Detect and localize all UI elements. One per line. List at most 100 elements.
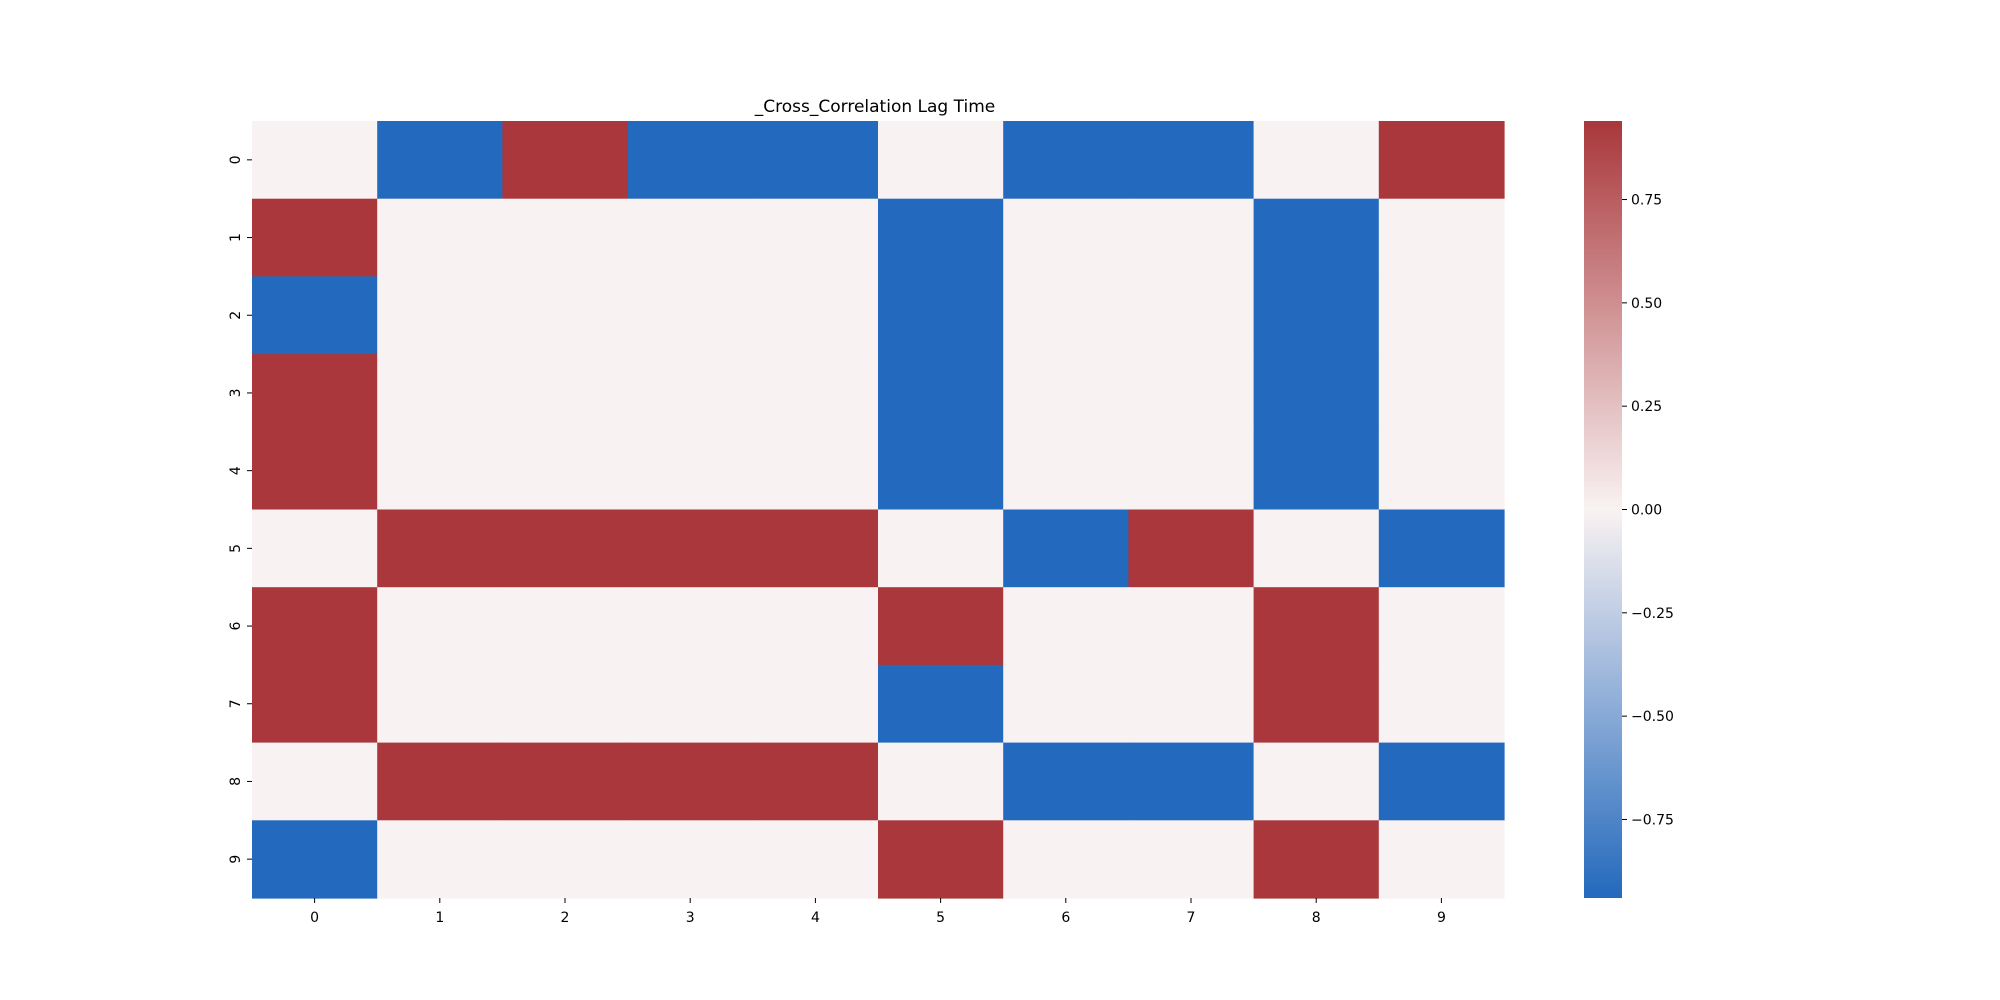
heatmap-cell-r7-c2 xyxy=(502,664,629,744)
heatmap-cell-r2-c4 xyxy=(752,276,879,355)
heatmap-cell-r0-c0 xyxy=(252,121,378,200)
heatmap-cell-r7-c9 xyxy=(1378,664,1505,744)
heatmap-cell-r4-c1 xyxy=(377,431,503,511)
heatmap-cell-r2-c0 xyxy=(252,276,378,355)
x-tick-label: 6 xyxy=(1061,910,1070,926)
heatmap-cell-r6-c4 xyxy=(752,587,879,666)
heatmap-cell-r1-c3 xyxy=(627,198,754,277)
colorbar-tick-label: 0.00 xyxy=(1631,503,1662,519)
heatmap-cell-r6-c9 xyxy=(1378,587,1505,666)
heatmap-cell-r0-c4 xyxy=(752,121,879,200)
heatmap-cell-r5-c6 xyxy=(1003,509,1129,588)
heatmap-cell-r9-c1 xyxy=(377,820,503,899)
y-tick-label: 1 xyxy=(228,233,244,242)
colorbar-ticks: −0.75 −0.50 −0.25 0.00 0.25 0.50 0.75 xyxy=(1622,193,1674,828)
heatmap-cell-r6-c7 xyxy=(1128,587,1255,666)
heatmap-cell-r9-c7 xyxy=(1128,820,1255,899)
heatmap-cell-r1-c7 xyxy=(1128,198,1255,277)
heatmap-cell-r5-c5 xyxy=(878,509,1004,588)
heatmap-cell-r1-c9 xyxy=(1378,198,1505,277)
heatmap-cell-r7-c8 xyxy=(1253,664,1380,744)
heatmap-cell-r4-c6 xyxy=(1003,431,1129,511)
heatmap-cell-r2-c9 xyxy=(1378,276,1505,355)
colorbar-tick-label: −0.25 xyxy=(1631,606,1674,622)
heatmap-cell-r2-c3 xyxy=(627,276,754,355)
heatmap-cell-r8-c1 xyxy=(377,742,503,821)
heatmap-cell-r3-c5 xyxy=(878,354,1004,433)
heatmap-cell-r9-c8 xyxy=(1253,820,1380,899)
heatmap-cell-r1-c0 xyxy=(252,198,378,277)
heatmap-cells xyxy=(252,121,1505,899)
heatmap-cell-r1-c1 xyxy=(377,198,503,277)
heatmap-cell-r9-c5 xyxy=(878,820,1004,899)
heatmap-cell-r5-c4 xyxy=(752,509,879,588)
heatmap-cell-r8-c7 xyxy=(1128,742,1255,821)
heatmap-cell-r0-c1 xyxy=(377,121,503,200)
heatmap-cell-r4-c7 xyxy=(1128,431,1255,511)
colorbar-tick-label: −0.75 xyxy=(1631,812,1674,828)
heatmap-cell-r7-c6 xyxy=(1003,664,1129,744)
heatmap-cell-r1-c6 xyxy=(1003,198,1129,277)
heatmap-cell-r1-c2 xyxy=(502,198,629,277)
heatmap-cell-r6-c5 xyxy=(878,587,1004,666)
y-tick-label: 9 xyxy=(228,855,244,864)
y-tick-label: 6 xyxy=(228,622,244,631)
heatmap-cell-r9-c6 xyxy=(1003,820,1129,899)
heatmap-cell-r7-c5 xyxy=(878,664,1004,744)
x-tick-label: 9 xyxy=(1437,910,1446,926)
heatmap-cell-r2-c7 xyxy=(1128,276,1255,355)
heatmap-cell-r4-c5 xyxy=(878,431,1004,511)
heatmap-cell-r0-c7 xyxy=(1128,121,1255,200)
heatmap-cell-r7-c1 xyxy=(377,664,503,744)
heatmap-cell-r4-c4 xyxy=(752,431,879,511)
heatmap-cell-r3-c6 xyxy=(1003,354,1129,433)
y-axis-ticks: 0 1 2 3 4 5 6 7 8 9 xyxy=(228,155,252,864)
heatmap-cell-r3-c9 xyxy=(1378,354,1505,433)
heatmap-cell-r3-c4 xyxy=(752,354,879,433)
heatmap-cell-r6-c3 xyxy=(627,587,754,666)
heatmap-cell-r8-c9 xyxy=(1378,742,1505,821)
heatmap-cell-r8-c5 xyxy=(878,742,1004,821)
heatmap-cell-r4-c2 xyxy=(502,431,629,511)
heatmap-cell-r3-c2 xyxy=(502,354,629,433)
heatmap-cell-r0-c2 xyxy=(502,121,629,200)
y-tick-label: 5 xyxy=(228,544,244,553)
heatmap-cell-r3-c8 xyxy=(1253,354,1380,433)
heatmap-cell-r7-c4 xyxy=(752,664,879,744)
x-tick-label: 8 xyxy=(1312,910,1321,926)
heatmap-cell-r6-c0 xyxy=(252,587,378,666)
chart-title: _Cross_Correlation Lag Time xyxy=(754,97,995,117)
heatmap-cell-r4-c9 xyxy=(1378,431,1505,511)
heatmap-cell-r0-c8 xyxy=(1253,121,1380,200)
heatmap-cell-r2-c8 xyxy=(1253,276,1380,355)
heatmap-cell-r4-c3 xyxy=(627,431,754,511)
heatmap-cell-r8-c0 xyxy=(252,742,378,821)
x-tick-label: 0 xyxy=(310,910,319,926)
y-tick-label: 8 xyxy=(228,777,244,786)
colorbar-tick-label: 0.75 xyxy=(1631,193,1662,209)
heatmap-cell-r0-c5 xyxy=(878,121,1004,200)
heatmap-cell-r9-c2 xyxy=(502,820,629,899)
heatmap-cell-r3-c7 xyxy=(1128,354,1255,433)
y-tick-label: 0 xyxy=(228,155,244,164)
heatmap-cell-r8-c8 xyxy=(1253,742,1380,821)
y-tick-label: 3 xyxy=(228,388,244,397)
heatmap-cell-r5-c2 xyxy=(502,509,629,588)
colorbar-tick-label: 0.25 xyxy=(1631,399,1662,415)
heatmap-cell-r8-c6 xyxy=(1003,742,1129,821)
heatmap-cell-r3-c3 xyxy=(627,354,754,433)
y-tick-label: 7 xyxy=(228,699,244,708)
heatmap-cell-r8-c2 xyxy=(502,742,629,821)
heatmap-cell-r2-c2 xyxy=(502,276,629,355)
heatmap-cell-r9-c9 xyxy=(1378,820,1505,899)
x-tick-label: 3 xyxy=(686,910,695,926)
x-tick-label: 1 xyxy=(435,910,444,926)
colorbar-tick-label: 0.50 xyxy=(1631,296,1662,312)
heatmap-cell-r3-c1 xyxy=(377,354,503,433)
heatmap-cell-r5-c1 xyxy=(377,509,503,588)
y-tick-label: 4 xyxy=(228,466,244,475)
heatmap-cell-r7-c3 xyxy=(627,664,754,744)
heatmap-cell-r5-c0 xyxy=(252,509,378,588)
heatmap-cell-r7-c7 xyxy=(1128,664,1255,744)
heatmap-cell-r4-c8 xyxy=(1253,431,1380,511)
